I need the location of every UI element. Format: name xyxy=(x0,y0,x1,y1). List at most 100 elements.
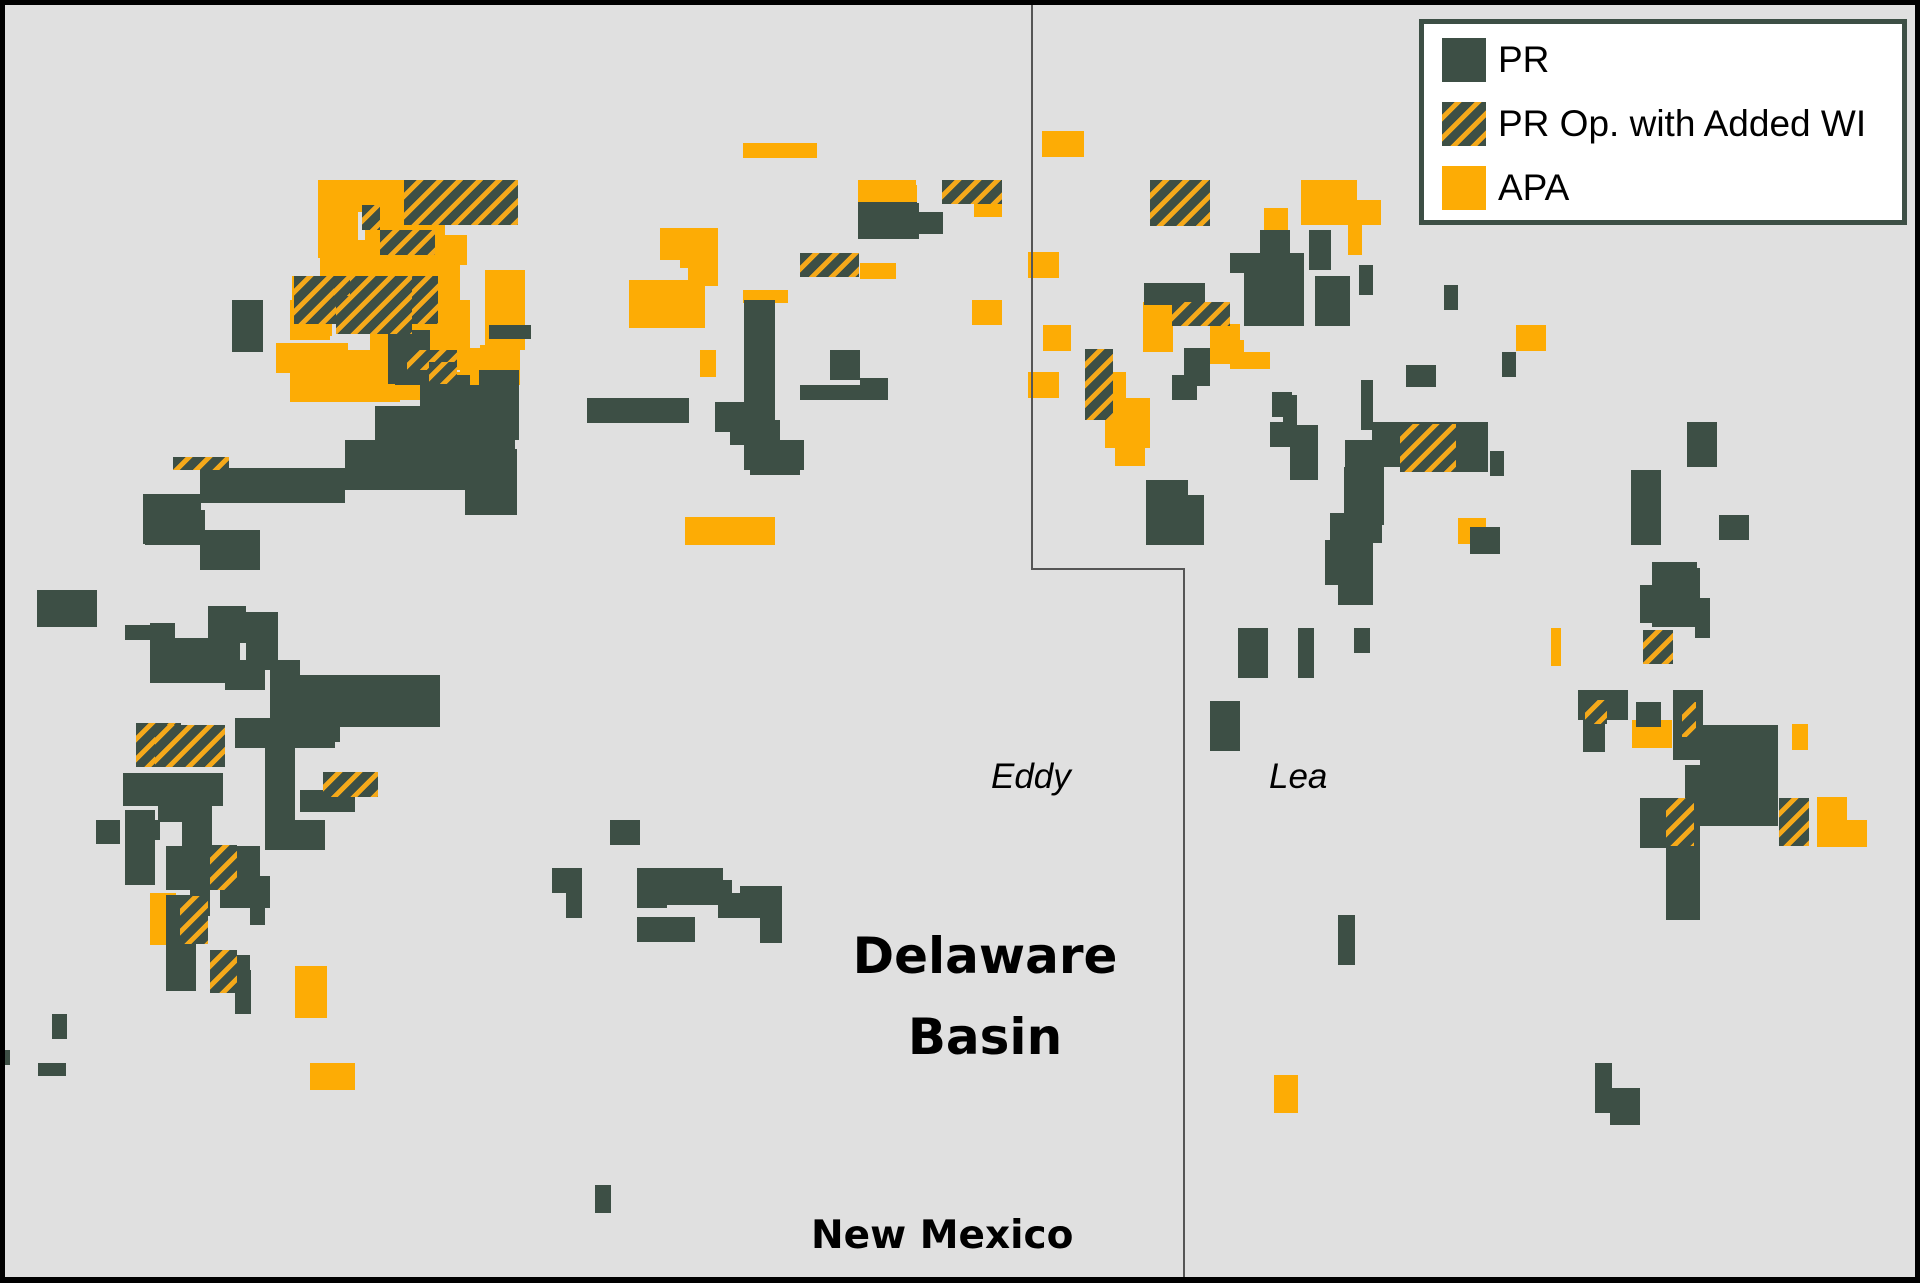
pr-parcel xyxy=(858,202,917,220)
apa-parcel xyxy=(1115,398,1145,466)
pr-parcel xyxy=(1260,230,1290,290)
pr-parcel xyxy=(182,818,212,850)
pr-parcel xyxy=(637,917,695,942)
pr-parcel xyxy=(145,510,205,545)
pr-parcel xyxy=(587,398,689,423)
pr-parcel xyxy=(860,378,888,400)
county-label-eddy: Eddy xyxy=(991,757,1071,796)
pr-op-added-wi-parcel xyxy=(173,457,229,470)
pr-parcel xyxy=(1210,701,1240,751)
pr-parcel xyxy=(1172,375,1197,400)
legend-swatch-hatched-icon xyxy=(1442,102,1486,146)
apa-parcel xyxy=(295,966,327,1018)
pr-parcel xyxy=(225,660,265,690)
pr-parcel xyxy=(1146,480,1188,540)
pr-op-added-wi-parcel xyxy=(1779,798,1809,846)
pr-op-added-wi-parcel xyxy=(380,230,435,255)
pr-op-added-wi-parcel xyxy=(155,725,225,767)
pr-parcel xyxy=(96,820,120,844)
legend-label: APA xyxy=(1498,167,1570,208)
pr-parcel xyxy=(1338,915,1355,965)
pr-op-added-wi-parcel xyxy=(210,845,237,890)
pr-parcel xyxy=(760,893,782,943)
pr-op-added-wi-parcel xyxy=(800,253,859,277)
pr-parcel xyxy=(466,385,518,408)
apa-parcel xyxy=(972,300,1002,325)
pr-parcel xyxy=(235,970,251,1014)
pr-op-added-wi-parcel xyxy=(1150,180,1210,226)
apa-parcel xyxy=(1143,302,1173,352)
apa-parcel xyxy=(1301,180,1341,225)
apa-parcel xyxy=(305,350,395,375)
county-label-lea: Lea xyxy=(1269,757,1328,796)
pr-parcel xyxy=(1330,513,1382,543)
pr-parcel xyxy=(1325,540,1373,585)
pr-parcel xyxy=(37,590,97,627)
apa-parcel xyxy=(630,300,690,328)
pr-op-added-wi-parcel xyxy=(1400,424,1456,472)
apa-parcel xyxy=(743,290,788,303)
pr-parcel xyxy=(1238,628,1268,678)
pr-parcel xyxy=(125,625,155,640)
legend-swatch-pr-icon xyxy=(1442,38,1486,82)
map-canvas: Eddy Lea Delaware Basin New Mexico PR PR… xyxy=(5,5,1915,1277)
apa-parcel xyxy=(1516,325,1546,351)
pr-parcel xyxy=(1338,580,1373,605)
apa-parcel xyxy=(1042,131,1084,157)
legend-label: PR Op. with Added WI xyxy=(1498,103,1867,144)
pr-parcel xyxy=(1490,451,1504,476)
apa-parcel xyxy=(310,1063,355,1090)
apa-parcel xyxy=(1028,372,1059,398)
apa-parcel xyxy=(743,143,817,158)
pr-parcel xyxy=(265,820,325,850)
pr-parcel xyxy=(830,350,860,380)
legend-item-pr-op-added-wi: PR Op. with Added WI xyxy=(1442,102,1866,146)
pr-parcel xyxy=(200,468,345,503)
pr-parcel xyxy=(1640,585,1690,623)
apa-parcel xyxy=(290,372,400,402)
pr-op-added-wi-parcel xyxy=(362,205,380,230)
apa-parcel xyxy=(1274,1075,1298,1113)
pr-parcel xyxy=(595,1185,611,1213)
pr-op-added-wi-parcel xyxy=(210,950,237,993)
pr-parcel xyxy=(489,325,531,339)
legend: PR PR Op. with Added WI APA xyxy=(1419,19,1907,225)
pr-parcel xyxy=(1610,1088,1640,1125)
pr-parcel xyxy=(208,606,246,641)
county-line-jog xyxy=(1031,568,1185,570)
pr-op-added-wi-parcel xyxy=(1172,302,1230,326)
pr-parcel xyxy=(250,895,265,925)
pr-parcel xyxy=(270,660,300,690)
pr-parcel xyxy=(1685,765,1775,825)
pr-parcel xyxy=(1309,230,1331,270)
apa-parcel xyxy=(680,228,715,268)
pr-op-added-wi-parcel xyxy=(1666,798,1694,846)
pr-parcel xyxy=(1354,628,1370,653)
legend-label: PR xyxy=(1498,39,1550,80)
pr-op-added-wi-parcel xyxy=(1643,630,1673,664)
legend-item-apa: APA xyxy=(1442,166,1569,210)
pr-parcel xyxy=(125,810,155,885)
pr-parcel xyxy=(1272,392,1292,417)
pr-op-added-wi-parcel xyxy=(334,276,350,296)
pr-parcel xyxy=(52,1014,67,1039)
pr-parcel xyxy=(1640,798,1670,848)
pr-op-added-wi-parcel xyxy=(180,896,208,944)
pr-op-added-wi-parcel xyxy=(1085,349,1113,420)
pr-parcel xyxy=(1470,527,1500,554)
legend-swatch-apa-icon xyxy=(1442,166,1486,210)
pr-parcel xyxy=(1315,276,1350,326)
pr-parcel xyxy=(858,222,918,238)
pr-op-added-wi-parcel xyxy=(323,772,378,797)
apa-parcel xyxy=(1264,208,1288,233)
pr-parcel xyxy=(1719,515,1749,540)
pr-parcel xyxy=(1502,352,1516,377)
apa-parcel xyxy=(1028,252,1059,278)
pr-parcel xyxy=(1406,365,1436,387)
apa-parcel xyxy=(700,350,716,377)
pr-parcel xyxy=(1298,628,1314,678)
pr-parcel xyxy=(1595,1063,1612,1113)
pr-parcel xyxy=(465,465,517,515)
basin-label-line1: Delaware xyxy=(852,927,1118,985)
pr-parcel xyxy=(5,1050,10,1065)
